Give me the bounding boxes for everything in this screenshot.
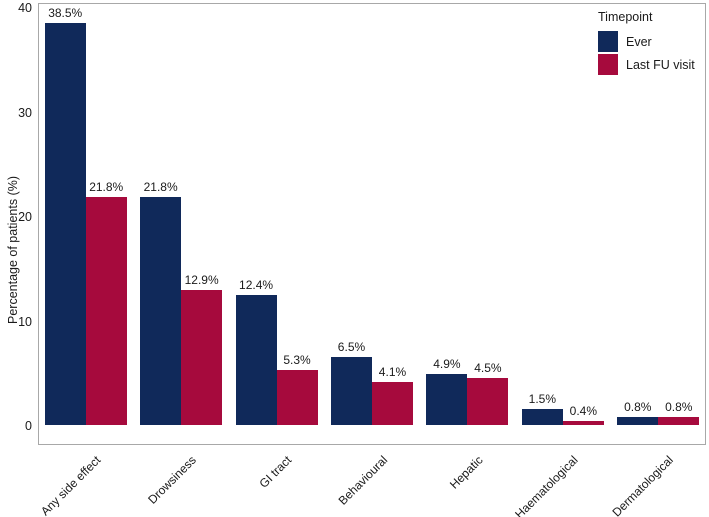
bar-last-fu-visit: 21.8% bbox=[85, 180, 127, 425]
bar-group: 4.9% 4.5% bbox=[420, 357, 515, 425]
x-tick-label: Behavioural bbox=[335, 453, 390, 508]
x-tick-label: GI tract bbox=[256, 453, 295, 491]
bar-ever: 4.9% bbox=[426, 357, 468, 425]
bar-last-fu-visit: 0.8% bbox=[658, 400, 700, 425]
bar-ever: 38.5% bbox=[44, 6, 86, 425]
legend-item-ever: Ever bbox=[598, 31, 695, 52]
bar-group: 1.5% 0.4% bbox=[515, 392, 610, 425]
bar-last-fu-visit: 5.3% bbox=[276, 353, 318, 425]
bar-last-fu-visit: 4.5% bbox=[467, 361, 509, 425]
x-tick-label: Drowsiness bbox=[145, 453, 200, 507]
y-axis-title: Percentage of patients (%) bbox=[6, 176, 20, 324]
bar-ever: 21.8% bbox=[140, 180, 182, 425]
legend-item-last-fu-visit: Last FU visit bbox=[598, 54, 695, 75]
bar-group: 12.4% 5.3% bbox=[229, 278, 324, 425]
x-tick-label: Hepatic bbox=[446, 453, 486, 492]
x-tick-label: Any side effect bbox=[38, 453, 104, 517]
bar-value-label: 0.8% bbox=[624, 400, 652, 414]
legend-label-last-fu-visit: Last FU visit bbox=[626, 57, 695, 72]
bar-group: 0.8% 0.8% bbox=[611, 400, 706, 425]
y-tick-label: 40 bbox=[18, 1, 32, 15]
bar-value-label: 38.5% bbox=[48, 6, 83, 20]
x-tick-label: Dermatological bbox=[609, 453, 677, 517]
bar-last-fu-visit: 4.1% bbox=[371, 365, 413, 425]
bar-value-label: 12.4% bbox=[239, 278, 274, 292]
legend: Timepoint Ever Last FU visit bbox=[598, 10, 695, 77]
bar-value-label: 4.5% bbox=[474, 361, 502, 375]
plot-area: 38.5% 21.8% 21.8% 12.9% 12.4% 5.3% 6.5% 4.1% 4.9… bbox=[38, 3, 706, 445]
bar-ever: 1.5% bbox=[521, 392, 563, 425]
bar-value-label: 0.4% bbox=[569, 404, 598, 418]
y-tick-label: 20 bbox=[18, 210, 32, 224]
bar-group: 21.8% 12.9% bbox=[133, 180, 228, 425]
y-tick-label: 10 bbox=[18, 314, 32, 329]
bar-value-label: 1.5% bbox=[528, 392, 557, 406]
bar-value-label: 0.8% bbox=[665, 400, 693, 414]
bar-last-fu-visit: 12.9% bbox=[181, 273, 223, 425]
bar-group: 6.5% 4.1% bbox=[324, 340, 419, 425]
legend-label-ever: Ever bbox=[626, 34, 652, 49]
bar-value-label: 4.9% bbox=[433, 357, 461, 371]
bar-value-label: 12.9% bbox=[184, 273, 219, 287]
bar-value-label: 6.5% bbox=[337, 340, 366, 354]
bar-ever: 12.4% bbox=[235, 278, 277, 425]
bar-group: 38.5% 21.8% bbox=[38, 6, 133, 425]
y-tick-label: 0 bbox=[25, 419, 32, 433]
legend-title: Timepoint bbox=[598, 10, 653, 24]
x-tick-label: Haematological bbox=[512, 453, 581, 517]
bar-value-label: 5.3% bbox=[283, 353, 311, 367]
bar-value-label: 21.8% bbox=[143, 180, 178, 194]
bar-last-fu-visit: 0.4% bbox=[562, 404, 604, 425]
legend-swatch-ever bbox=[598, 31, 618, 52]
bar-ever: 6.5% bbox=[330, 340, 372, 425]
legend-swatch-last-fu-visit bbox=[598, 54, 618, 75]
bar-value-label: 21.8% bbox=[89, 180, 124, 194]
bar-ever: 0.8% bbox=[617, 400, 659, 425]
bar-value-label: 4.1% bbox=[378, 365, 407, 379]
y-tick-label: 30 bbox=[18, 105, 32, 120]
